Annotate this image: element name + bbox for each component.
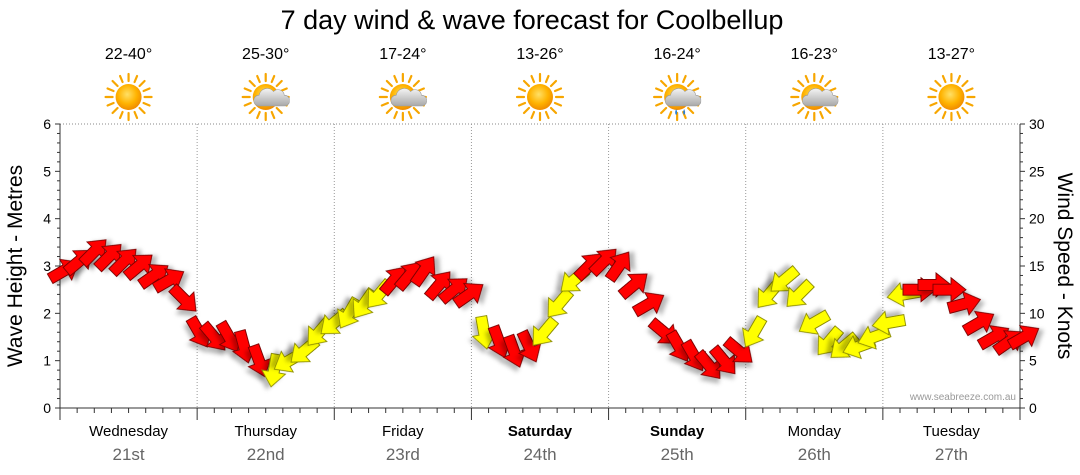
day-name: Thursday: [234, 423, 297, 440]
sun-icon: [927, 72, 976, 122]
day-forecast-thursday: 25-30°: [241, 46, 290, 122]
wind-arrow: [532, 315, 560, 346]
credit-watermark: www.seabreeze.com.au: [909, 392, 1016, 403]
day-name: Friday: [382, 423, 424, 440]
right-tick-label: 25: [1029, 163, 1045, 179]
day-date: 25th: [661, 445, 694, 464]
wind-arrow: [108, 248, 137, 278]
wind-arrow: [137, 264, 169, 290]
day-forecast-saturday: 13-26°: [515, 46, 565, 122]
left-tick-label: 1: [43, 353, 51, 369]
wind-arrow: [693, 348, 721, 379]
sun-cloud-icon: [378, 72, 427, 122]
temperature-range: 13-27°: [928, 46, 975, 63]
day-forecast-monday: 16-23°: [790, 46, 839, 122]
left-tick-label: 0: [43, 400, 51, 416]
wind-arrow: [516, 329, 542, 363]
temperature-range: 13-26°: [516, 46, 563, 63]
day-forecast-tuesday: 13-27°: [927, 46, 976, 122]
wind-arrow: [198, 320, 226, 351]
wind-arrow: [437, 278, 468, 305]
left-axis-label: Wave Height - Metres: [4, 165, 27, 367]
wind-arrow: [604, 251, 631, 283]
sun-icon: [515, 72, 565, 122]
right-tick-label: 15: [1029, 258, 1045, 274]
day-date: 22nd: [247, 445, 285, 464]
gridlines: [196, 124, 884, 408]
right-tick-label: 10: [1029, 305, 1045, 321]
day-date: 24th: [523, 445, 556, 464]
sun-icon: [104, 72, 153, 122]
left-tick-label: 5: [43, 163, 51, 179]
right-axis-label: Wind Speed - Knots: [1053, 173, 1076, 360]
sun-cloud-rain-icon: [653, 72, 702, 122]
right-tick-label: 0: [1029, 400, 1037, 416]
wind-arrow: [798, 309, 832, 335]
day-name: Sunday: [650, 423, 705, 440]
day-forecast-wednesday: 22-40°: [104, 46, 153, 122]
day-date: 23rd: [386, 445, 420, 464]
temperature-range: 16-23°: [791, 46, 838, 63]
right-tick-label: 20: [1029, 211, 1045, 227]
temperature-range: 16-24°: [653, 46, 700, 63]
temperature-range: 25-30°: [242, 46, 289, 63]
left-tick-label: 6: [43, 116, 51, 132]
right-axis-ticks: 0 5 10 15 20 25 30: [1020, 116, 1045, 416]
day-name: Tuesday: [923, 423, 980, 440]
wind-arrow: [871, 310, 907, 336]
wind-arrow: [452, 282, 484, 309]
wind-arrow: [1006, 325, 1040, 351]
wind-arrow: [247, 343, 272, 378]
right-tick-label: 30: [1029, 116, 1045, 132]
rain-drops: [675, 109, 686, 115]
chart-title: 7 day wind & wave forecast for Coolbellu…: [281, 5, 784, 35]
wind-arrow: [502, 333, 527, 368]
day-date: 27th: [935, 445, 968, 464]
day-date: 21st: [113, 445, 145, 464]
wind-arrow: [409, 256, 436, 288]
plot-area: [59, 123, 1021, 409]
left-tick-label: 2: [43, 305, 51, 321]
wind-arrow: [168, 283, 197, 312]
day-forecast-header: 22-40° 25-30° 17-24° 13-26° 16-24° 16-23° 13-2…: [104, 46, 976, 122]
left-tick-label: 4: [43, 211, 51, 227]
day-name: Monday: [788, 423, 842, 440]
day-name: Wednesday: [89, 423, 168, 440]
wind-arrow: [631, 291, 665, 318]
day-name: Saturday: [508, 423, 573, 440]
wind-arrows-series: [46, 239, 1040, 388]
day-forecast-sunday: 16-24°: [653, 46, 702, 122]
temperature-range: 17-24°: [379, 46, 426, 63]
wind-arrow: [722, 336, 753, 363]
wind-arrow: [932, 276, 967, 303]
wind-arrow: [946, 291, 982, 316]
day-forecast-friday: 17-24°: [378, 46, 427, 122]
wind-arrow: [617, 273, 648, 301]
wind-arrow: [770, 265, 801, 292]
left-tick-label: 3: [43, 258, 51, 274]
bottom-axis-ticks: [59, 408, 1021, 420]
wind-arrow: [742, 315, 768, 348]
wind-arrow: [708, 344, 736, 375]
left-axis-ticks: 0 1 2 3 4 5 6: [43, 116, 60, 416]
wind-arrow: [961, 310, 995, 337]
sun-cloud-icon: [790, 72, 839, 122]
sun-cloud-icon: [241, 72, 290, 122]
day-labels: Wednesday 21st Thursday 22nd Friday 23rd Satur…: [89, 423, 980, 464]
temperature-range: 22-40°: [105, 46, 152, 63]
wind-arrow: [786, 278, 815, 307]
day-date: 26th: [798, 445, 831, 464]
right-tick-label: 5: [1029, 353, 1037, 369]
